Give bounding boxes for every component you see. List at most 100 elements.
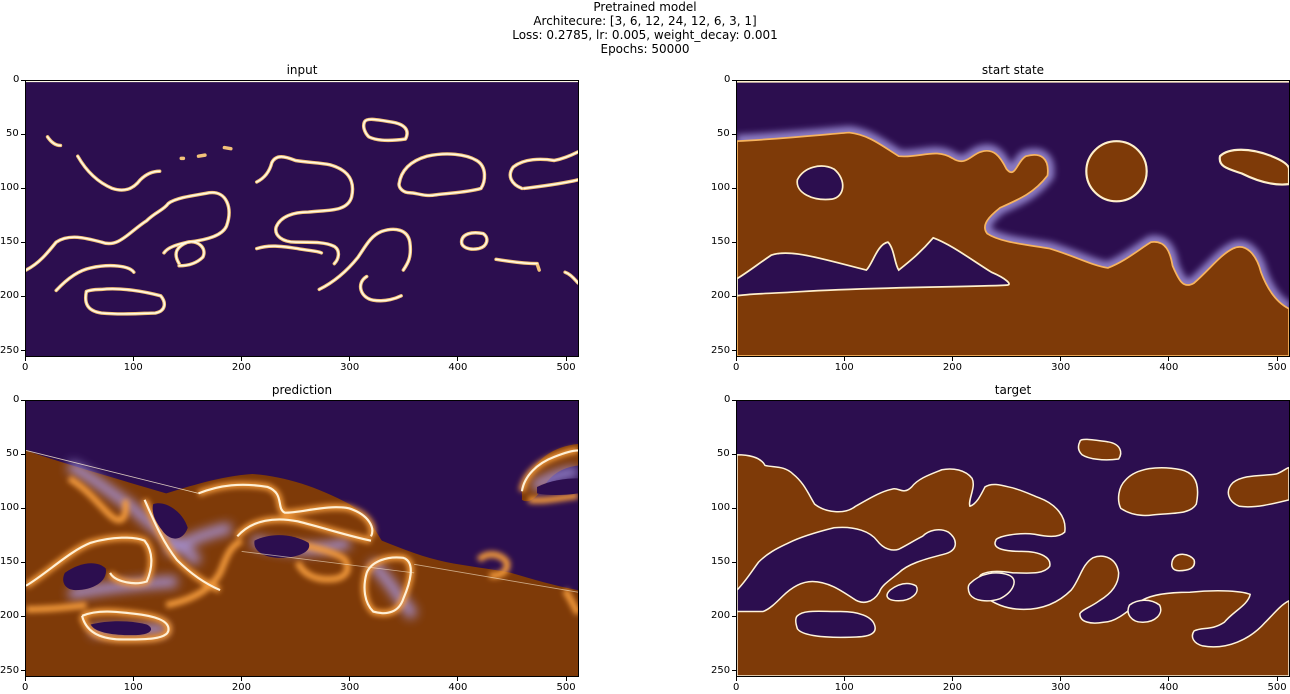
y-tick-label: 0 (724, 394, 731, 405)
x-tick-label: 300 (1051, 362, 1071, 373)
heatmap-input (25, 80, 579, 357)
y-tick-label: 200 (711, 610, 731, 622)
x-tick-mark (843, 357, 845, 361)
y-tick-mark (732, 133, 736, 135)
y-tick-mark (21, 507, 25, 509)
y-tick-mark (21, 350, 25, 351)
x-tick-mark (349, 677, 351, 681)
y-tick-mark (21, 133, 25, 135)
x-tick-mark (457, 677, 459, 681)
x-tick-label: 0 (733, 682, 740, 693)
y-tick-label: 200 (0, 290, 20, 302)
heatmap-start-state-image (737, 81, 1289, 356)
x-tick-mark (565, 677, 567, 681)
x-tick-mark (735, 677, 737, 681)
x-tick-label: 0 (22, 362, 29, 373)
y-tick-label: 200 (0, 610, 20, 622)
heatmap-start-state (736, 80, 1290, 357)
heatmap-background (26, 81, 578, 356)
x-tick-label: 0 (22, 682, 29, 693)
panel-title-prediction: prediction (271, 383, 333, 397)
y-tick-mark (21, 561, 25, 563)
x-tick-mark (843, 677, 845, 681)
y-tick-label: 100 (0, 182, 20, 194)
x-tick-label: 300 (1051, 682, 1071, 693)
heatmap-prediction-image (26, 401, 578, 676)
x-tick-mark (1276, 677, 1278, 681)
start-state-regions (737, 126, 1289, 356)
heatmap-target-image (737, 401, 1289, 676)
y-tick-label: 150 (711, 556, 731, 568)
x-tick-label: 300 (340, 362, 360, 373)
y-tick-label: 50 (717, 128, 730, 140)
y-tick-label: 100 (711, 502, 731, 514)
y-tick-label: 0 (724, 74, 731, 85)
x-tick-mark (1276, 357, 1278, 361)
x-tick-mark (1168, 357, 1170, 361)
heatmap-input-image (26, 81, 578, 356)
y-tick-mark (21, 453, 25, 455)
y-tick-label: 50 (717, 448, 730, 460)
y-tick-mark (732, 79, 736, 81)
x-tick-mark (240, 357, 242, 361)
y-tick-mark (21, 295, 25, 297)
suptitle-line-epochs: Epochs: 50000 (600, 42, 690, 56)
y-tick-mark (21, 615, 25, 617)
x-tick-mark (565, 357, 567, 361)
y-tick-mark (732, 561, 736, 563)
heatmap-prediction (25, 400, 579, 677)
x-tick-mark (24, 357, 26, 361)
x-tick-label: 100 (123, 362, 143, 373)
x-tick-label: 200 (231, 362, 251, 373)
x-tick-mark (1060, 357, 1062, 361)
y-tick-label: 250 (0, 344, 20, 356)
y-tick-label: 150 (0, 236, 20, 248)
y-tick-label: 250 (711, 664, 731, 676)
y-tick-label: 200 (711, 290, 731, 302)
y-tick-label: 50 (6, 448, 19, 460)
x-tick-mark (240, 677, 242, 681)
x-tick-label: 500 (556, 682, 576, 693)
prediction-regions (26, 443, 578, 676)
y-tick-label: 250 (711, 344, 731, 356)
y-tick-mark (21, 670, 25, 671)
figure-suptitle: Pretrained model Architecure: [3, 6, 12,… (0, 0, 1290, 56)
y-tick-mark (21, 79, 25, 81)
x-tick-mark (951, 357, 953, 361)
y-tick-mark (732, 241, 736, 243)
suptitle-line-model: Pretrained model (593, 0, 697, 14)
y-tick-mark (732, 507, 736, 509)
x-tick-mark (24, 677, 26, 681)
panel-title-start-state: start state (981, 63, 1045, 77)
x-tick-label: 500 (556, 362, 576, 373)
y-tick-mark (732, 187, 736, 189)
prediction-edges (26, 449, 578, 641)
x-tick-mark (1060, 677, 1062, 681)
x-tick-label: 400 (448, 682, 468, 693)
x-tick-label: 0 (733, 362, 740, 373)
x-tick-mark (457, 357, 459, 361)
panel-title-target: target (994, 383, 1032, 397)
x-tick-label: 200 (231, 682, 251, 693)
y-tick-label: 150 (0, 556, 20, 568)
x-tick-label: 400 (1159, 362, 1179, 373)
y-tick-mark (21, 187, 25, 189)
y-tick-mark (732, 615, 736, 617)
y-tick-label: 250 (0, 664, 20, 676)
x-tick-label: 400 (1159, 682, 1179, 693)
suptitle-line-loss: Loss: 0.2785, lr: 0.005, weight_decay: 0… (512, 28, 778, 42)
y-tick-mark (732, 453, 736, 455)
y-tick-mark (732, 295, 736, 297)
x-tick-mark (1168, 677, 1170, 681)
x-tick-mark (132, 677, 134, 681)
y-tick-label: 100 (0, 502, 20, 514)
x-tick-mark (349, 357, 351, 361)
x-tick-label: 100 (123, 682, 143, 693)
x-tick-label: 500 (1267, 682, 1287, 693)
target-regions (737, 438, 1289, 676)
x-tick-label: 100 (834, 362, 854, 373)
x-tick-label: 200 (942, 682, 962, 693)
x-tick-label: 200 (942, 362, 962, 373)
heatmap-target (736, 400, 1290, 677)
y-tick-mark (732, 399, 736, 401)
